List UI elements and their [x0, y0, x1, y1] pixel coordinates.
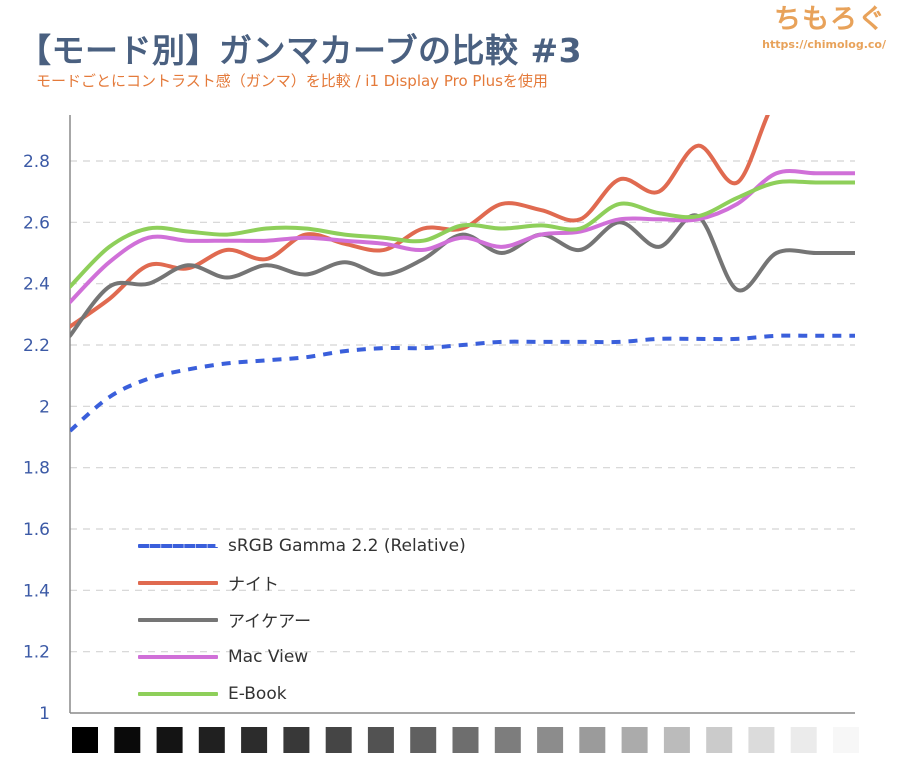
brand-logo-text: ちもろぐ	[774, 4, 886, 35]
legend-label: Mac View	[228, 646, 309, 667]
gray-patch	[198, 727, 225, 753]
series-line-0	[70, 333, 855, 433]
series-line-2	[70, 213, 855, 338]
y-tick-label: 1.8	[23, 459, 50, 479]
y-tick-label: 2.2	[23, 336, 50, 356]
legend-swatch	[138, 580, 218, 585]
legend-item: sRGB Gamma 2.2 (Relative)	[138, 527, 466, 564]
gray-patch	[833, 727, 859, 753]
series-line-4	[70, 179, 855, 289]
y-tick-label: 2.4	[23, 275, 50, 295]
series-line-3	[70, 169, 855, 305]
legend-label: E-Book	[228, 683, 287, 704]
legend-item: アイケアー	[138, 601, 466, 638]
gray-patch	[410, 727, 437, 753]
y-tick-label: 2.8	[23, 152, 50, 172]
gray-patch	[72, 727, 98, 753]
gray-patch	[325, 727, 352, 753]
gray-patch	[367, 727, 394, 753]
gray-patch	[790, 727, 817, 753]
y-tick-label: 1.4	[23, 581, 50, 601]
legend-swatch	[138, 543, 218, 548]
legend-item: ナイト	[138, 564, 466, 601]
chart-legend: sRGB Gamma 2.2 (Relative) ナイトアイケアー Mac Vie…	[138, 527, 466, 712]
gray-patch	[537, 727, 564, 753]
chart-subtitle: モードごとにコントラスト感（ガンマ）を比較 / i1 Display Pro P…	[36, 72, 548, 90]
legend-label: アイケアー	[228, 612, 312, 632]
y-tick-label: 2	[39, 397, 50, 417]
gray-patch	[283, 727, 310, 753]
gray-patch	[494, 727, 521, 753]
gray-patch	[156, 727, 183, 753]
legend-swatch	[138, 654, 218, 659]
y-tick-label: 1	[39, 704, 50, 724]
y-tick-label: 1.6	[23, 520, 50, 540]
gray-patch	[114, 727, 141, 753]
chart-title: 【モード別】ガンマカーブの比較 #3	[18, 31, 583, 70]
gray-patch	[579, 727, 606, 753]
gray-patch	[706, 727, 733, 753]
series-group	[70, 115, 855, 433]
legend-item: Mac View	[138, 638, 466, 675]
site-brand[interactable]: ちもろぐ https://chimolog.co/	[762, 2, 886, 52]
legend-label: sRGB Gamma 2.2 (Relative)	[228, 535, 466, 556]
legend-item: E-Book	[138, 675, 466, 712]
brand-url: https://chimolog.co/	[762, 38, 886, 51]
gray-patch	[663, 727, 690, 753]
y-tick-label: 2.6	[23, 213, 50, 233]
gray-patch	[241, 727, 268, 753]
legend-label: ナイト	[228, 575, 279, 595]
gray-patch	[452, 727, 479, 753]
y-tick-label: 1.2	[23, 643, 50, 663]
legend-swatch	[138, 617, 218, 622]
gray-patch	[748, 727, 775, 753]
gray-patch	[621, 727, 648, 753]
legend-swatch	[138, 691, 218, 696]
